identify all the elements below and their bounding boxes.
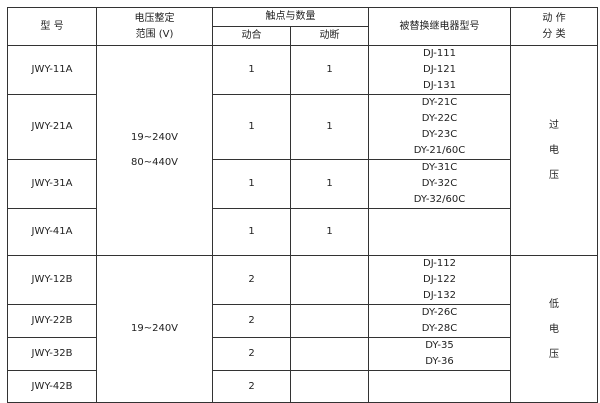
contact-break-cell xyxy=(290,337,369,371)
contact-make-cell: 1 xyxy=(212,45,291,95)
replaced-relays-cell xyxy=(368,208,511,256)
contact-make-cell: 1 xyxy=(212,94,291,160)
model-cell: JWY-31A xyxy=(7,159,97,209)
header-contacts: 触点与数量 xyxy=(212,7,369,27)
replaced-relay-model: DY-36 xyxy=(425,356,454,367)
voltage-range-cell: 19~240V 80~440V xyxy=(96,45,213,256)
replaced-relays-cell xyxy=(368,370,511,403)
replaced-relays-cell: DJ-111 DJ-121 DJ-131 xyxy=(368,45,511,95)
action-category-cell: 过电压 xyxy=(510,45,598,256)
model-cell: JWY-42B xyxy=(7,370,97,403)
replaced-relay-model: DY-26C xyxy=(421,307,458,318)
contact-break-cell: 1 xyxy=(290,94,369,160)
action-category-cell: 低电压 xyxy=(510,255,598,403)
voltage-range: 80~440V xyxy=(130,157,179,168)
replaced-relays-cell: DY-35 DY-36 xyxy=(368,337,511,371)
replaced-relay-model: DJ-122 xyxy=(423,274,456,285)
model-cell: JWY-11A xyxy=(7,45,97,95)
contact-make-cell: 1 xyxy=(212,208,291,256)
replaced-relays-cell: DJ-112 DJ-122 DJ-132 xyxy=(368,255,511,305)
replaced-relay-model: DY-21/60C xyxy=(413,145,466,156)
header-action: 动 作分 类 xyxy=(510,7,598,46)
model-cell: JWY-32B xyxy=(7,337,97,371)
contact-break-cell: 1 xyxy=(290,45,369,95)
voltage-range: 19~240V xyxy=(130,132,179,143)
replaced-relays-cell: DY-26C DY-28C xyxy=(368,304,511,338)
voltage-range: 19~240V xyxy=(130,323,179,334)
action-category-char: 低 xyxy=(549,298,559,310)
voltage-range-cell: 19~240V xyxy=(96,255,213,403)
replaced-relay-model: DJ-111 xyxy=(423,48,456,59)
contact-make-cell: 2 xyxy=(212,370,291,403)
header-contact-break: 动断 xyxy=(290,26,369,46)
header-model: 型 号 xyxy=(7,7,97,46)
action-category-char: 压 xyxy=(549,348,559,360)
replaced-relay-model: DY-32C xyxy=(421,178,458,189)
action-category-char: 电 xyxy=(549,145,559,156)
replaced-relays-cell: DY-21C DY-22C DY-23C DY-21/60C xyxy=(368,94,511,160)
contact-break-cell: 1 xyxy=(290,159,369,209)
replaced-relay-model: DJ-131 xyxy=(423,80,456,91)
replaced-relay-model: DY-32/60C xyxy=(413,194,466,205)
replaced-relay-model: DY-21C xyxy=(421,97,458,108)
contact-break-cell: 1 xyxy=(290,208,369,256)
model-cell: JWY-12B xyxy=(7,255,97,305)
table-row: JWY-42B 2 xyxy=(7,370,598,403)
replaced-relay-model: DJ-112 xyxy=(423,258,456,269)
table-row: JWY-31A 1 1 DY-31C DY-32C DY-32/60C xyxy=(7,159,598,209)
model-cell: JWY-22B xyxy=(7,304,97,338)
header-voltage-range: 电压整定 范围 (V) xyxy=(96,7,213,46)
contact-break-cell xyxy=(290,370,369,403)
table-row: JWY-22B 2 DY-26C DY-28C xyxy=(7,304,598,338)
replaced-relay-model: DY-35 xyxy=(425,340,454,351)
replaced-relay-model: DY-22C xyxy=(421,113,458,124)
header-replaced: 被替换继电器型号 xyxy=(368,7,511,46)
action-category-char: 电 xyxy=(549,323,559,335)
contact-make-cell: 2 xyxy=(212,255,291,305)
replaced-relay-model: DY-28C xyxy=(421,323,458,334)
table-row: JWY-41A 1 1 xyxy=(7,208,598,256)
table-row: JWY-12B 19~240V 2 DJ-112 DJ-122 DJ-132 低电压 xyxy=(7,255,598,403)
replaced-relay-model: DY-23C xyxy=(421,129,458,140)
contact-make-cell: 1 xyxy=(212,159,291,209)
contact-make-cell: 2 xyxy=(212,337,291,371)
replaced-relays-cell: DY-31C DY-32C DY-32/60C xyxy=(368,159,511,209)
table-row: JWY-32B 2 DY-35 DY-36 xyxy=(7,337,598,371)
contact-break-cell xyxy=(290,304,369,338)
action-category-char: 压 xyxy=(549,170,559,181)
table-row: JWY-11A 19~240V 80~440V 1 1 DJ-111 DJ-121 DJ-13… xyxy=(7,45,598,256)
header-contact-make: 动合 xyxy=(212,26,291,46)
contact-break-cell xyxy=(290,255,369,305)
model-cell: JWY-41A xyxy=(7,208,97,256)
replaced-relay-model: DJ-121 xyxy=(423,64,456,75)
contact-make-cell: 2 xyxy=(212,304,291,338)
table-row: JWY-21A 1 1 DY-21C DY-22C DY-23C DY-21/60C xyxy=(7,94,598,160)
replaced-relay-model: DJ-132 xyxy=(423,290,456,301)
replaced-relay-model: DY-31C xyxy=(421,162,458,173)
relay-spec-table: 型 号 电压整定 范围 (V) 触点与数量 被替换继电器型号 动 作分 类 动合 … xyxy=(7,7,598,403)
action-category-char: 过 xyxy=(549,120,559,131)
model-cell: JWY-21A xyxy=(7,94,97,160)
